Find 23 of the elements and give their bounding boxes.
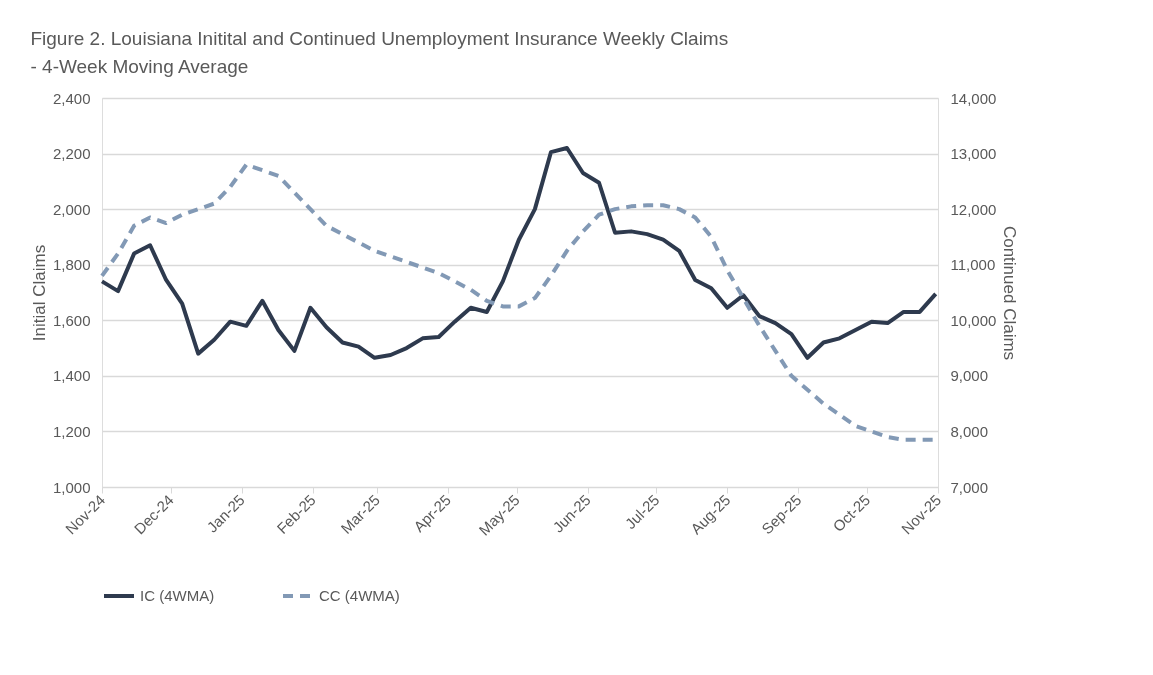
y2-tick-label: 8,000 — [950, 422, 989, 440]
y-axis-title: Initial Claims — [29, 244, 49, 342]
legend-label: CC (4WMA) — [319, 587, 400, 604]
y2-tick-label: 10,000 — [950, 311, 997, 329]
chart-title: Figure 2. Louisiana Initital and Continued Unemployment Insurance Weekly Claims — [30, 28, 729, 49]
y-tick-label: 1,600 — [52, 311, 91, 329]
y-tick-label: 1,000 — [52, 478, 91, 496]
y2-tick-label: 13,000 — [950, 145, 997, 163]
y2-tick-label: 9,000 — [950, 367, 989, 385]
y2-tick-label: 11,000 — [950, 256, 996, 274]
legend-label: IC (4WMA) — [140, 587, 215, 604]
y-tick-label: 1,200 — [52, 422, 91, 440]
y-tick-label: 1,400 — [52, 367, 91, 385]
y-tick-label: 1,800 — [52, 256, 91, 274]
y2-tick-label: 7,000 — [950, 478, 989, 496]
chart-subtitle: - 4-Week Moving Average — [30, 56, 249, 77]
y2-tick-label: 14,000 — [950, 89, 997, 107]
y-tick-label: 2,000 — [52, 200, 91, 218]
y-tick-label: 2,200 — [52, 145, 91, 163]
y-tick-label: 2,400 — [52, 89, 91, 107]
line-series — [100, 146, 938, 360]
y2-tick-label: 12,000 — [950, 200, 997, 218]
y2-axis-title: Continued Claims — [1000, 225, 1020, 361]
